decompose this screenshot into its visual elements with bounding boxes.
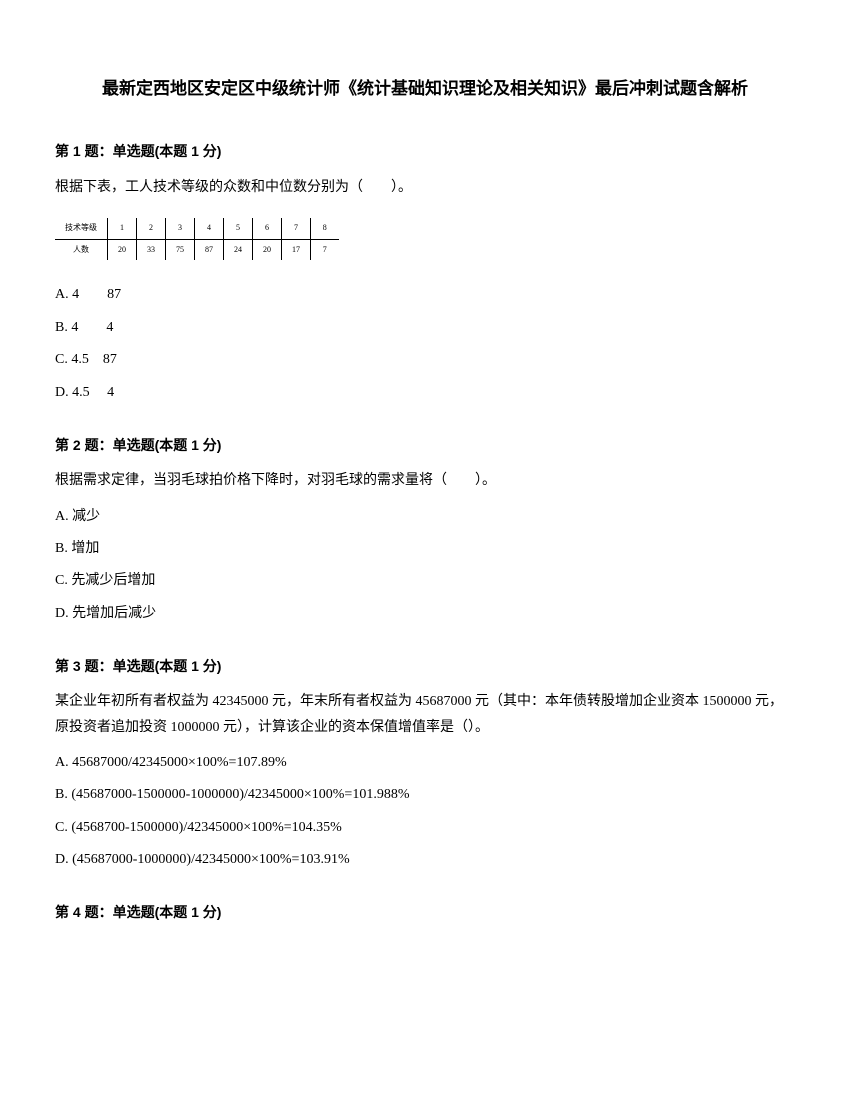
q1-options: A. 4 87 B. 4 4 C. 4.5 87 D. 4.5 4 — [55, 284, 795, 404]
table-cell: 33 — [137, 239, 166, 260]
q1-option-d: D. 4.5 4 — [55, 382, 795, 404]
document-title: 最新定西地区安定区中级统计师《统计基础知识理论及相关知识》最后冲刺试题含解析 — [55, 75, 795, 102]
q3-header: 第 3 题：单选题(本题 1 分) — [55, 655, 795, 677]
table-cell: 20 — [253, 239, 282, 260]
q4-header: 第 4 题：单选题(本题 1 分) — [55, 901, 795, 923]
table-cell: 3 — [166, 218, 195, 239]
table-cell: 技术等级 — [55, 218, 108, 239]
q2-option-c: C. 先减少后增加 — [55, 570, 795, 592]
q3-stem: 某企业年初所有者权益为 42345000 元，年末所有者权益为 45687000… — [55, 689, 795, 739]
table-cell: 4 — [195, 218, 224, 239]
q3-option-b: B. (45687000-1500000-1000000)/42345000×1… — [55, 784, 795, 806]
table-cell: 7 — [282, 218, 311, 239]
table-cell: 6 — [253, 218, 282, 239]
question-3: 第 3 题：单选题(本题 1 分) 某企业年初所有者权益为 42345000 元… — [55, 655, 795, 871]
table-cell: 人数 — [55, 239, 108, 260]
q2-stem: 根据需求定律，当羽毛球拍价格下降时，对羽毛球的需求量将（ ）。 — [55, 468, 795, 493]
question-1: 第 1 题：单选题(本题 1 分) 根据下表，工人技术等级的众数和中位数分别为（… — [55, 140, 795, 404]
q1-header: 第 1 题：单选题(本题 1 分) — [55, 140, 795, 162]
table-cell: 7 — [311, 239, 339, 260]
table-cell: 17 — [282, 239, 311, 260]
q1-option-b: B. 4 4 — [55, 317, 795, 339]
table-cell: 75 — [166, 239, 195, 260]
q2-options: A. 减少 B. 增加 C. 先减少后增加 D. 先增加后减少 — [55, 506, 795, 626]
question-4: 第 4 题：单选题(本题 1 分) — [55, 901, 795, 923]
table-cell: 5 — [224, 218, 253, 239]
q3-option-c: C. (4568700-1500000)/42345000×100%=104.3… — [55, 817, 795, 839]
q1-option-c: C. 4.5 87 — [55, 349, 795, 371]
q3-options: A. 45687000/42345000×100%=107.89% B. (45… — [55, 752, 795, 872]
table-cell: 2 — [137, 218, 166, 239]
q2-header: 第 2 题：单选题(本题 1 分) — [55, 434, 795, 456]
q2-option-b: B. 增加 — [55, 538, 795, 560]
q1-option-a: A. 4 87 — [55, 284, 795, 306]
q3-option-d: D. (45687000-1000000)/42345000×100%=103.… — [55, 849, 795, 871]
q1-stem: 根据下表，工人技术等级的众数和中位数分别为（ ）。 — [55, 175, 795, 200]
q3-option-a: A. 45687000/42345000×100%=107.89% — [55, 752, 795, 774]
q2-option-a: A. 减少 — [55, 506, 795, 528]
table-cell: 87 — [195, 239, 224, 260]
table-cell: 8 — [311, 218, 339, 239]
question-2: 第 2 题：单选题(本题 1 分) 根据需求定律，当羽毛球拍价格下降时，对羽毛球… — [55, 434, 795, 625]
q1-data-table: 技术等级 1 2 3 4 5 6 7 8 人数 20 33 75 87 24 2… — [55, 218, 339, 261]
table-cell: 24 — [224, 239, 253, 260]
q2-option-d: D. 先增加后减少 — [55, 603, 795, 625]
table-cell: 20 — [108, 239, 137, 260]
table-cell: 1 — [108, 218, 137, 239]
